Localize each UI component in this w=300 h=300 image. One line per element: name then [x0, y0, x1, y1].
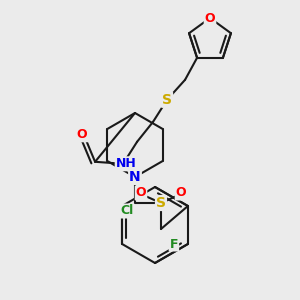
Text: N: N — [129, 170, 141, 184]
Text: O: O — [136, 187, 146, 200]
Text: S: S — [162, 93, 172, 107]
Text: O: O — [176, 187, 186, 200]
Text: NH: NH — [116, 157, 136, 170]
Text: Cl: Cl — [121, 205, 134, 218]
Text: O: O — [77, 128, 87, 141]
Text: O: O — [205, 11, 215, 25]
Text: S: S — [156, 196, 166, 210]
Text: F: F — [170, 238, 178, 250]
